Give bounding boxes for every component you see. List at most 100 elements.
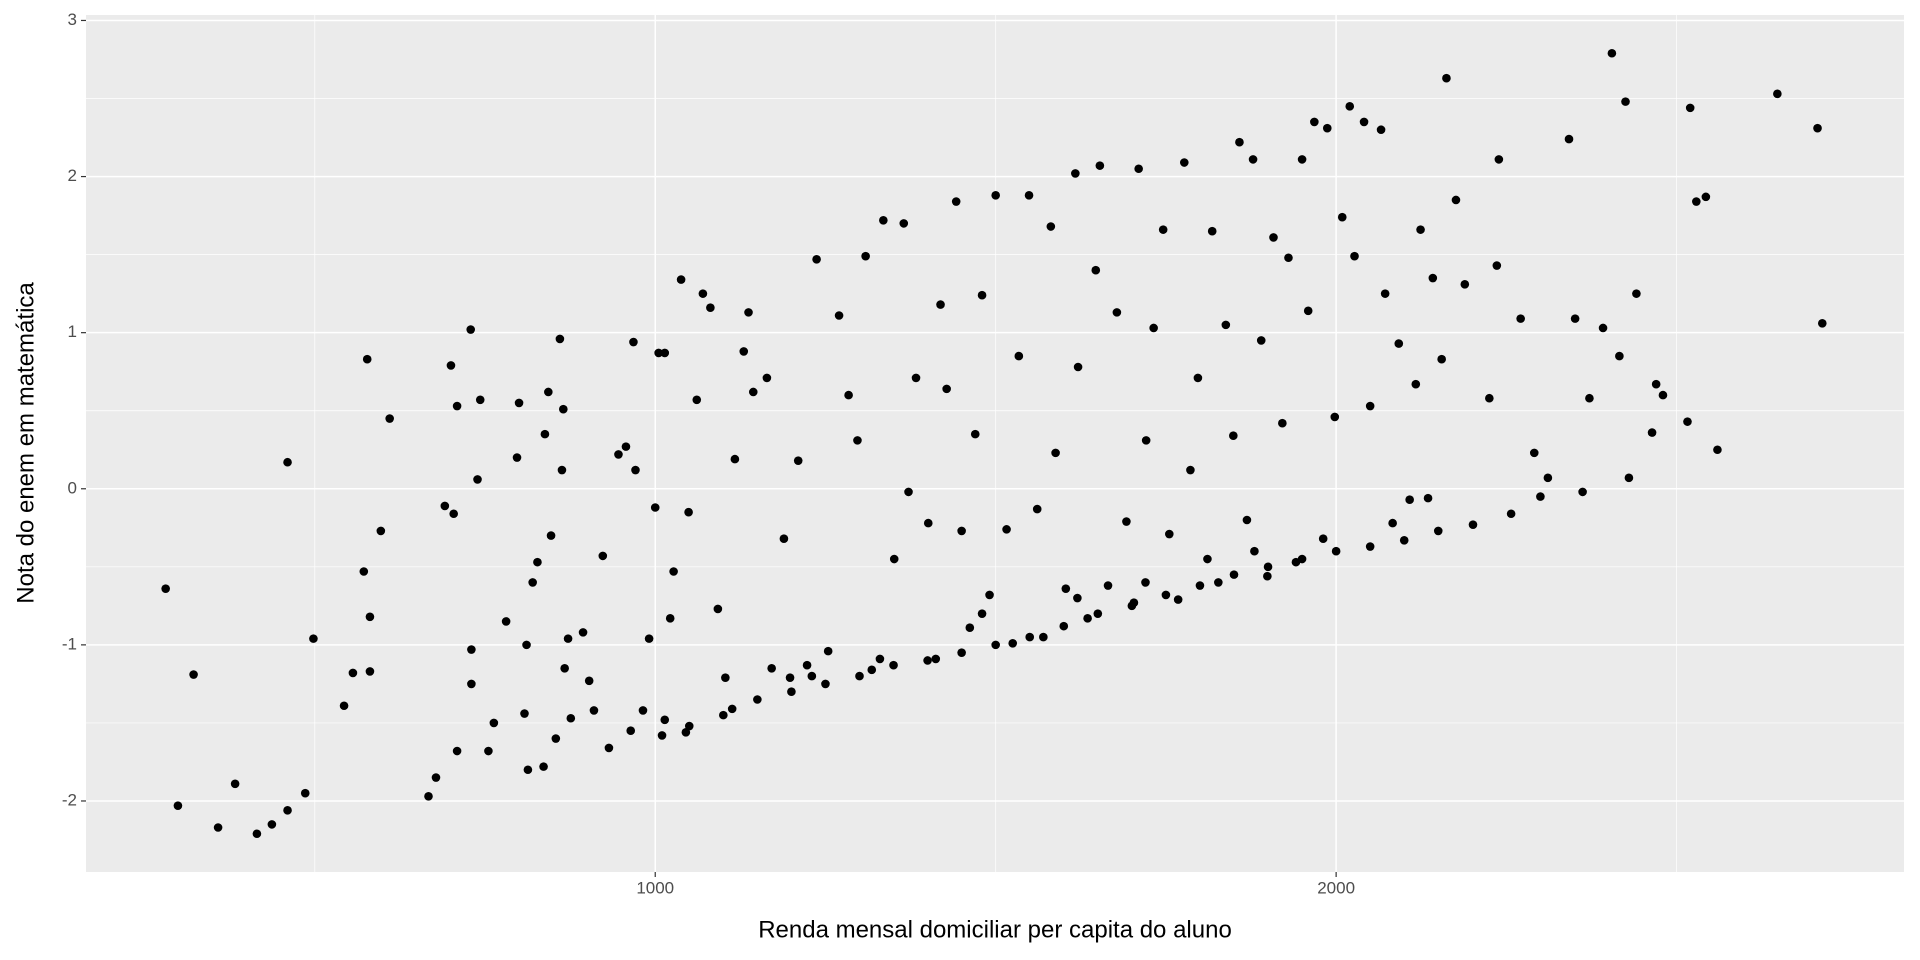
point xyxy=(1388,518,1397,528)
point xyxy=(977,290,987,300)
point xyxy=(730,454,740,464)
point xyxy=(1380,289,1390,298)
point xyxy=(365,612,375,622)
point xyxy=(1256,336,1266,345)
point xyxy=(1193,373,1203,383)
point xyxy=(977,609,987,618)
y-tick-label: 3 xyxy=(68,10,77,29)
point xyxy=(359,567,369,576)
point xyxy=(1817,319,1827,328)
point xyxy=(739,347,749,356)
point xyxy=(1250,546,1259,556)
point xyxy=(1394,339,1404,348)
point xyxy=(762,373,772,383)
point xyxy=(951,197,961,206)
point xyxy=(1506,509,1516,519)
point xyxy=(660,348,670,358)
y-tick-label: 0 xyxy=(68,478,77,497)
point xyxy=(1091,265,1101,275)
point xyxy=(1046,222,1056,231)
point xyxy=(467,679,476,689)
point xyxy=(560,663,569,673)
point xyxy=(1214,578,1223,587)
point xyxy=(1322,123,1332,133)
point xyxy=(669,567,678,576)
point xyxy=(566,713,576,723)
point xyxy=(1529,448,1539,458)
point xyxy=(923,656,932,665)
point xyxy=(676,275,686,284)
point xyxy=(1365,401,1375,411)
point xyxy=(1297,155,1307,164)
point xyxy=(1051,448,1060,458)
point xyxy=(230,779,240,789)
point xyxy=(807,671,817,681)
point xyxy=(528,578,537,587)
point xyxy=(213,823,223,832)
point xyxy=(598,551,608,561)
point xyxy=(1248,155,1258,164)
point xyxy=(657,731,667,740)
point xyxy=(1310,117,1319,127)
point xyxy=(1543,473,1553,483)
point xyxy=(1173,595,1183,604)
point xyxy=(719,710,728,720)
point xyxy=(629,337,638,347)
point xyxy=(650,503,660,512)
point xyxy=(684,721,694,731)
point xyxy=(1685,103,1695,113)
y-axis-title: Nota do enem em matemática xyxy=(12,282,39,604)
point xyxy=(424,791,433,801)
point xyxy=(348,668,358,678)
point xyxy=(1713,445,1722,455)
point xyxy=(1024,190,1034,200)
point xyxy=(991,190,1000,200)
point xyxy=(1331,546,1341,556)
point xyxy=(522,640,531,650)
point xyxy=(1658,390,1668,400)
point xyxy=(785,673,795,682)
point xyxy=(767,663,776,673)
point xyxy=(965,623,975,633)
point xyxy=(540,429,550,439)
point xyxy=(1284,253,1293,263)
point xyxy=(539,762,548,771)
point xyxy=(1179,158,1189,167)
point xyxy=(161,584,170,593)
point xyxy=(692,395,702,405)
point xyxy=(376,526,386,536)
point xyxy=(1229,570,1239,579)
point xyxy=(1158,225,1168,234)
point xyxy=(879,215,888,225)
point xyxy=(1536,492,1545,501)
point xyxy=(899,219,909,228)
point xyxy=(555,334,565,344)
point xyxy=(514,398,524,408)
point xyxy=(834,311,844,320)
point xyxy=(189,670,198,679)
point xyxy=(931,654,941,664)
point xyxy=(551,734,561,743)
point xyxy=(489,718,499,728)
point xyxy=(1032,504,1042,514)
point xyxy=(1632,289,1641,298)
point xyxy=(823,646,833,656)
point xyxy=(1127,601,1137,611)
point xyxy=(1073,362,1083,372)
point xyxy=(449,509,458,519)
point xyxy=(283,806,292,815)
point xyxy=(1297,554,1307,564)
point xyxy=(1263,571,1272,581)
point xyxy=(300,788,310,798)
point xyxy=(1134,164,1143,174)
point xyxy=(1578,487,1587,497)
point xyxy=(452,401,462,411)
point xyxy=(584,676,594,686)
y-tick-label: 2 xyxy=(68,166,77,185)
point xyxy=(252,829,262,839)
point xyxy=(1416,225,1425,234)
point xyxy=(626,726,636,736)
point xyxy=(467,645,476,654)
point xyxy=(484,746,493,756)
